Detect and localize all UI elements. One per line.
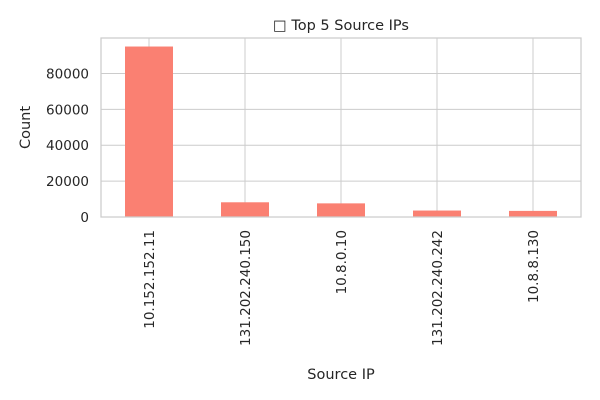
bar [509,210,557,217]
y-axis-ticks: 0 20000 40000 60000 80000 [46,66,89,226]
bar [221,202,269,217]
bar [125,46,173,218]
chart-title: □ Top 5 Source IPs [273,18,409,34]
x-axis-label: Source IP [307,367,375,383]
y-tick-label: 80000 [46,66,89,82]
x-tick-label: 10.8.0.10 [334,230,350,294]
bar [317,203,365,217]
x-tick-label: 10.8.8.130 [526,230,542,303]
x-axis-ticks: 10.152.152.11 131.202.240.150 10.8.0.10 131… [142,230,542,346]
bar [413,210,461,217]
x-tick-label: 131.202.240.150 [238,230,254,346]
y-tick-label: 40000 [46,138,89,154]
x-tick-label: 10.152.152.11 [142,230,158,329]
x-tick-label: 131.202.240.242 [430,230,446,346]
bars [125,46,557,218]
y-tick-label: 20000 [46,174,89,190]
y-axis-label: Count [18,106,34,149]
y-tick-label: 0 [80,210,89,226]
y-tick-label: 60000 [46,102,89,118]
plot-frame [100,37,582,218]
